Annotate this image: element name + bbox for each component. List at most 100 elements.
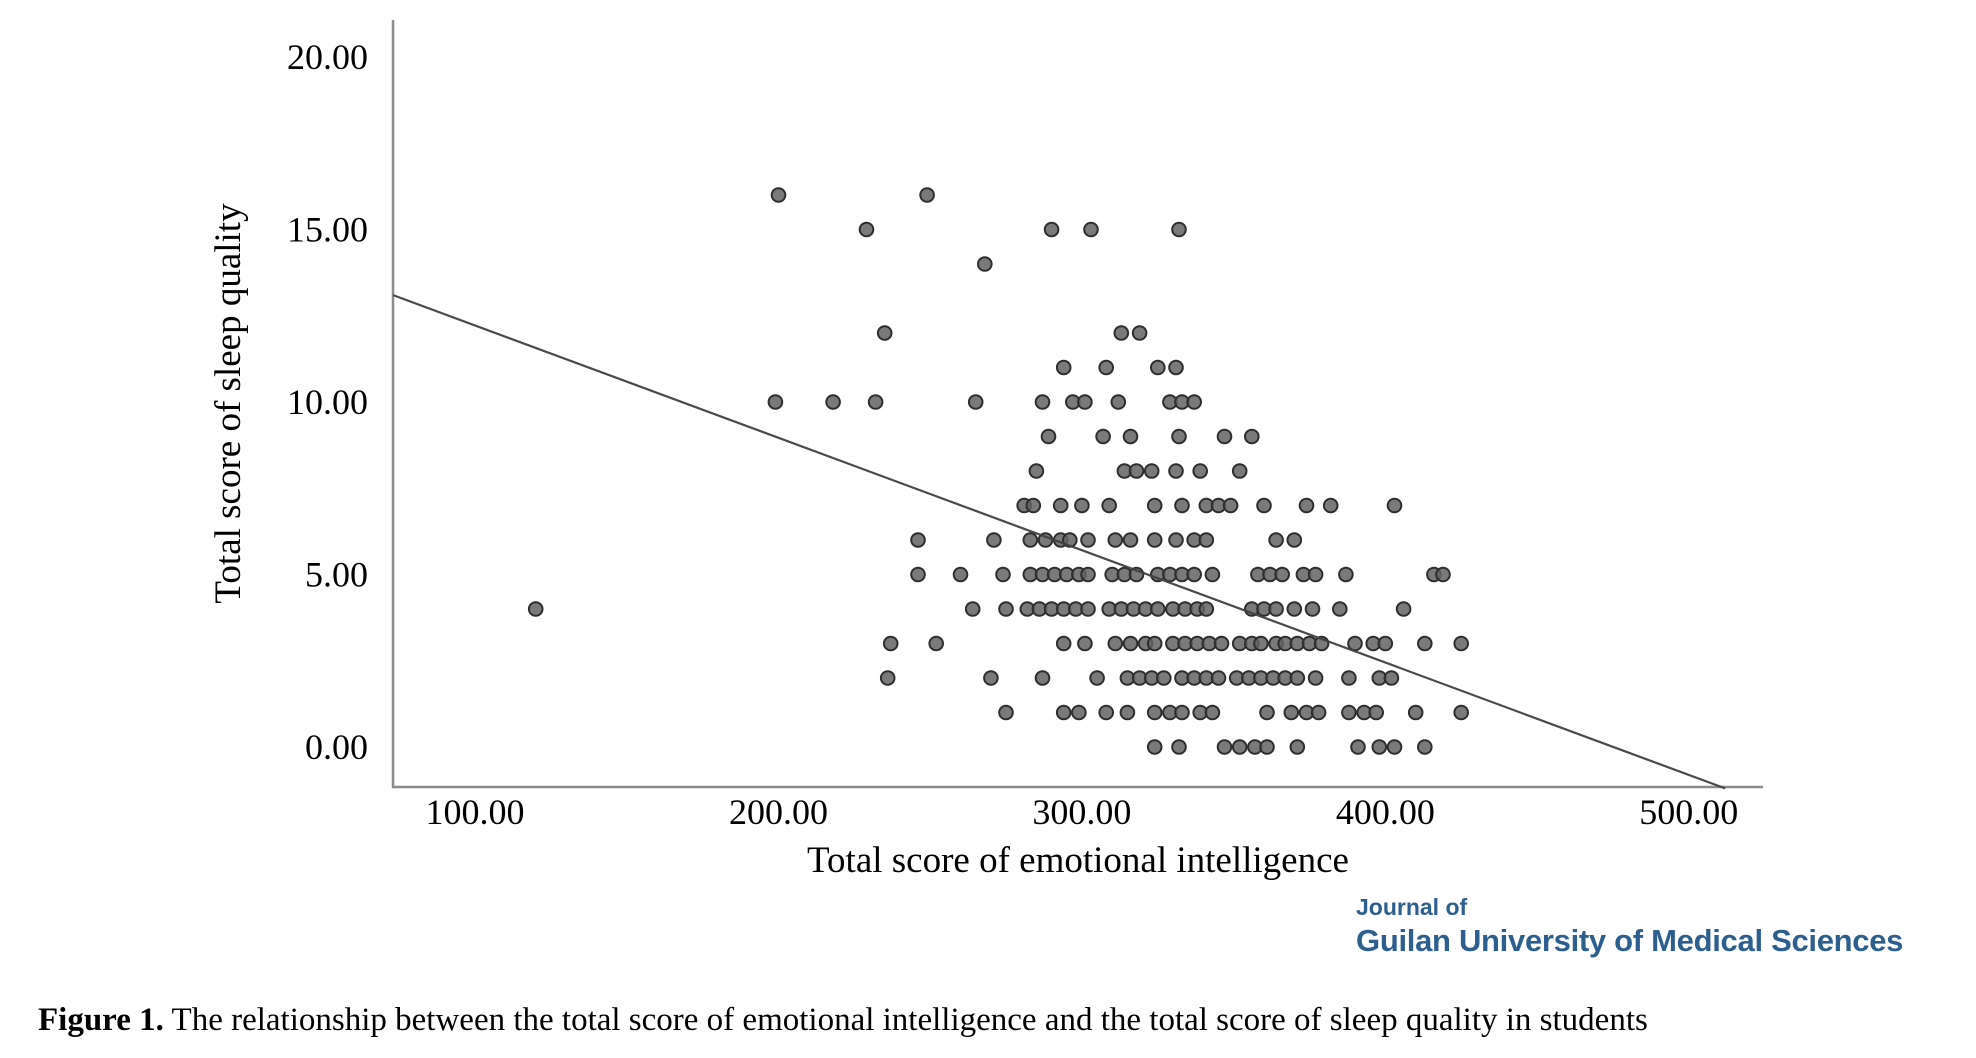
data-point: [1146, 739, 1163, 755]
data-point: [1171, 428, 1187, 445]
data-point: [882, 635, 899, 652]
x-tick-label: 100.00: [426, 792, 525, 832]
data-point: [767, 394, 784, 410]
data-point: [1186, 566, 1202, 583]
data-point: [1259, 704, 1275, 721]
data-point: [998, 601, 1014, 617]
data-point: [1286, 532, 1303, 548]
data-point: [1052, 497, 1069, 514]
data-point: [1055, 359, 1072, 376]
data-point: [1034, 394, 1051, 410]
scatter-chart: 100.00 200.00 300.00 400.00 500.00 0.00 5.00 10…: [208, 20, 1763, 881]
data-point: [1350, 739, 1366, 755]
data-point: [1040, 428, 1057, 445]
data-point: [1119, 704, 1136, 721]
data-point: [964, 601, 981, 617]
data-point: [1107, 635, 1124, 652]
data-point: [1055, 704, 1072, 721]
data-point: [1386, 739, 1403, 755]
figure-caption-text: The relationship between the total score…: [163, 1002, 1648, 1038]
y-tick-label: 15.00: [287, 210, 368, 250]
data-point: [1174, 497, 1190, 514]
data-point: [1307, 670, 1324, 686]
data-point: [1213, 635, 1230, 652]
data-point: [1098, 359, 1114, 376]
data-point: [1174, 704, 1190, 721]
data-point: [1338, 566, 1354, 583]
y-axis-title: Total score of sleep quality: [208, 203, 249, 604]
data-point: [1341, 704, 1357, 721]
data-point: [1146, 497, 1163, 514]
data-point: [1417, 635, 1433, 652]
data-point: [919, 187, 935, 203]
x-tick-label: 400.00: [1336, 792, 1435, 832]
data-point: [1074, 497, 1090, 514]
data-point: [858, 221, 875, 238]
data-point: [1216, 428, 1233, 445]
y-tick-label: 20.00: [287, 37, 368, 77]
data-point: [825, 394, 841, 410]
data-point: [1168, 463, 1184, 479]
figure-caption: Figure 1. The relationship between the t…: [38, 1002, 1938, 1039]
data-point: [1186, 394, 1202, 410]
data-point: [1216, 739, 1233, 755]
y-tick-label: 0.00: [305, 727, 368, 767]
data-point: [1395, 601, 1412, 617]
data-point: [1192, 463, 1208, 479]
data-point: [1231, 463, 1248, 479]
data-point: [1286, 601, 1303, 617]
data-point: [1171, 739, 1187, 755]
data-point: [952, 566, 969, 583]
data-point: [977, 256, 993, 272]
data-point: [1122, 428, 1139, 445]
data-point: [1377, 635, 1394, 652]
data-point: [1168, 532, 1184, 548]
y-tick-label: 10.00: [287, 382, 368, 422]
data-point: [1113, 325, 1130, 341]
data-point: [1107, 532, 1124, 548]
data-point: [1435, 566, 1451, 583]
journal-logo-line2: Guilan University of Medical Sciences: [1356, 923, 1904, 958]
data-point: [1204, 566, 1221, 583]
data-point: [1368, 704, 1384, 721]
data-point: [1298, 497, 1315, 514]
x-tick-label: 500.00: [1639, 792, 1738, 832]
data-point: [1146, 635, 1163, 652]
axis-lines: [391, 20, 1763, 789]
data-point: [1122, 532, 1139, 548]
data-point: [1210, 670, 1227, 686]
data-point: [1101, 497, 1117, 514]
data-point: [1077, 394, 1093, 410]
data-point: [1131, 325, 1148, 341]
data-point: [1386, 497, 1403, 514]
data-point: [1043, 221, 1060, 238]
data-point: [967, 394, 984, 410]
data-point: [1268, 532, 1284, 548]
data-point: [1089, 670, 1105, 686]
data-point: [1025, 497, 1042, 514]
data-point: [1289, 739, 1306, 755]
data-point: [928, 635, 945, 652]
data-point: [1341, 670, 1357, 686]
data-point: [1417, 739, 1433, 755]
data-point: [1168, 359, 1184, 376]
data-point: [1034, 670, 1051, 686]
data-point: [1244, 428, 1260, 445]
data-point: [1283, 704, 1300, 721]
data-point: [1028, 463, 1045, 479]
data-point: [1156, 670, 1172, 686]
data-point: [527, 601, 544, 617]
data-point: [998, 704, 1014, 721]
data-point: [1253, 635, 1269, 652]
data-point: [986, 532, 1002, 548]
data-point: [1077, 635, 1093, 652]
data-point: [1307, 566, 1324, 583]
data-point: [1143, 463, 1160, 479]
data-point: [1171, 221, 1187, 238]
data-point: [1204, 704, 1221, 721]
data-point: [1098, 704, 1114, 721]
data-point: [1080, 601, 1096, 617]
data-point: [879, 670, 896, 686]
data-point: [1407, 704, 1424, 721]
